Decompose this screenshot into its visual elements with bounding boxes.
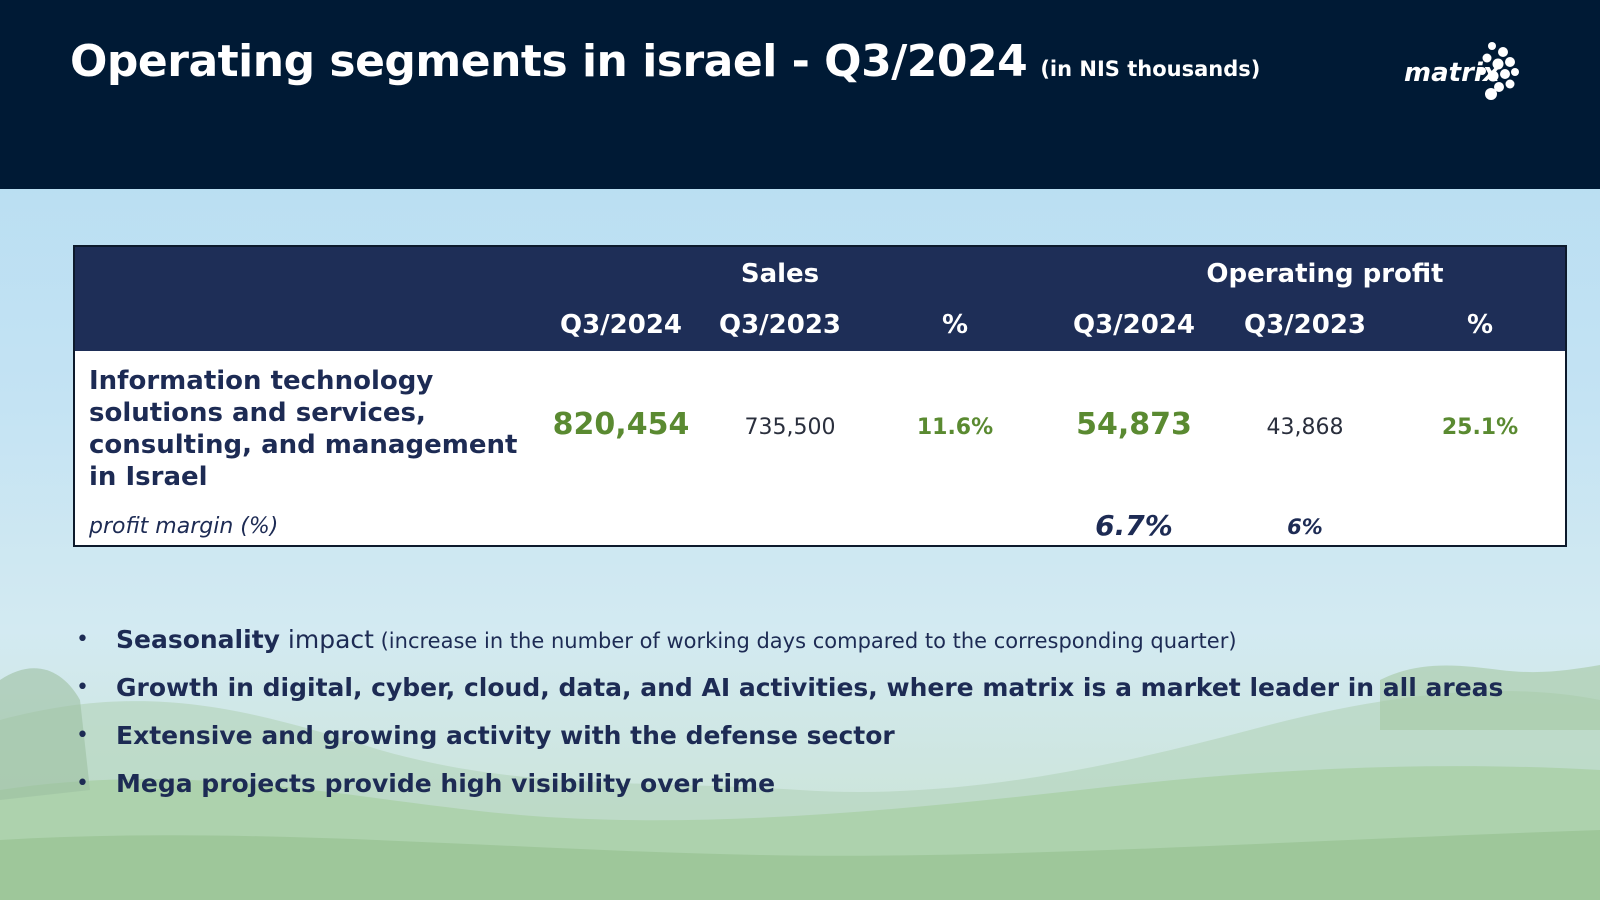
bullet-marker: • (76, 675, 89, 700)
bullet-1-bold: Seasonality (116, 625, 280, 654)
bullet-4-text: Mega projects provide high visibility ov… (116, 769, 776, 798)
col-header-op-q3-2023: Q3/2023 (1243, 310, 1367, 340)
bullet-seasonality: • Seasonality impact (increase in the num… (76, 622, 1503, 670)
group-header-sales: Sales (740, 259, 820, 289)
col-header-sales-q3-2024: Q3/2024 (559, 310, 683, 340)
bullet-1-detail: (increase in the number of working days … (373, 629, 1237, 653)
cell-sales-q3-2023: 735,500 (744, 415, 836, 440)
slide-header: Operating segments in israel - Q3/2024 (… (0, 0, 1600, 189)
title-block: Operating segments in israel - Q3/2024 (… (70, 36, 1260, 87)
segments-table: Sales Operating profit Q3/2024 Q3/2023 %… (73, 245, 1567, 547)
table-header: Sales Operating profit Q3/2024 Q3/2023 %… (75, 247, 1565, 351)
bullet-3-text: Extensive and growing activity with the … (116, 721, 895, 750)
bullet-marker: • (76, 723, 89, 748)
bullet-1-impact: impact (279, 625, 374, 654)
cell-op-q3-2024: 54,873 (1076, 407, 1192, 442)
bullet-2-text: Growth in digital, cyber, cloud, data, a… (116, 673, 1504, 702)
matrix-logo: matrix (1404, 38, 1548, 102)
col-header-op-pct: % (1466, 310, 1494, 340)
margin-op-q3-2023: 6% (1287, 515, 1323, 539)
bullet-marker: • (76, 771, 89, 796)
cell-op-q3-2023: 43,868 (1266, 415, 1344, 440)
cell-sales-q3-2024: 820,454 (552, 407, 690, 442)
landscape-background (0, 665, 1600, 900)
margin-row-label: profit margin (%) (89, 514, 279, 539)
cell-sales-pct: 11.6% (916, 415, 994, 440)
group-header-operating-profit: Operating profit (1206, 259, 1444, 289)
cell-op-pct: 25.1% (1441, 415, 1519, 440)
col-header-sales-q3-2023: Q3/2023 (718, 310, 842, 340)
bullet-mega-projects: • Mega projects provide high visibility o… (76, 766, 1503, 814)
bullet-growth: • Growth in digital, cyber, cloud, data, … (76, 670, 1503, 718)
margin-op-q3-2024: 6.7% (1095, 509, 1173, 542)
col-header-op-q3-2024: Q3/2024 (1072, 310, 1196, 340)
slide-title: Operating segments in israel - Q3/2024 (70, 36, 1028, 87)
logo-dots-icon (1478, 42, 1519, 100)
slide-subtitle: (in NIS thousands) (1040, 57, 1261, 81)
bullet-list: • Seasonality impact (increase in the num… (76, 622, 1503, 814)
bullet-marker: • (76, 627, 89, 652)
bullet-defense: • Extensive and growing activity with the… (76, 718, 1503, 766)
col-header-sales-pct: % (941, 310, 969, 340)
row-label: Information technology solutions and ser… (89, 366, 518, 492)
